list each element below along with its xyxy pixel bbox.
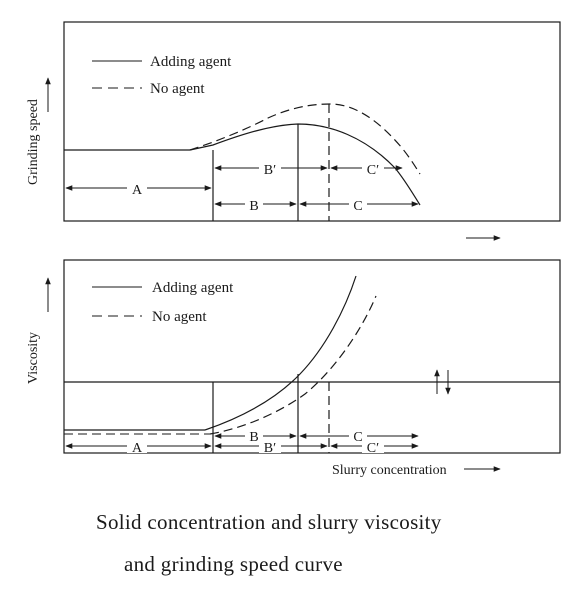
top-region-bprime-label: B′ [264, 163, 276, 178]
bottom-legend-adding-agent: Adding agent [152, 280, 234, 296]
bottom-legend-no-agent: No agent [152, 309, 207, 325]
top-no-agent-curve [189, 103, 421, 175]
top-panel-frame [63, 21, 561, 222]
bottom-region-a-label: A [132, 441, 143, 456]
top-legend-no-agent: No agent [150, 81, 205, 97]
bottom-region-c-label: C [353, 430, 362, 445]
top-region-c-label: C [353, 199, 362, 214]
top-legend-adding-agent: Adding agent [150, 54, 232, 70]
bottom-no-agent-curve [209, 295, 377, 435]
bottom-y-axis-label: Viscosity [26, 332, 41, 384]
caption-line-2: and grinding speed curve [124, 552, 343, 576]
grinding-speed-panel [45, 21, 561, 241]
bottom-panel-text: Adding agent No agent Viscosity A B C B′… [26, 280, 447, 478]
top-adding-agent-curve [189, 123, 421, 206]
bottom-region-cprime-label: C′ [367, 441, 379, 456]
bottom-panel-frame [63, 259, 561, 454]
top-region-a-label: A [132, 183, 143, 198]
bottom-region-b-label: B [249, 430, 258, 445]
top-y-axis-label: Grinding speed [26, 99, 41, 185]
bottom-adding-agent-curve [204, 275, 357, 431]
caption-line-1: Solid concentration and slurry viscosity [96, 510, 442, 534]
top-region-b-label: B [249, 199, 258, 214]
viscosity-panel [45, 259, 561, 472]
bottom-region-bprime-label: B′ [264, 441, 276, 456]
top-panel-text: Adding agent No agent Grinding speed A B… [26, 54, 384, 214]
top-region-cprime-label: C′ [367, 163, 379, 178]
bottom-x-axis-label: Slurry concentration [332, 463, 447, 478]
